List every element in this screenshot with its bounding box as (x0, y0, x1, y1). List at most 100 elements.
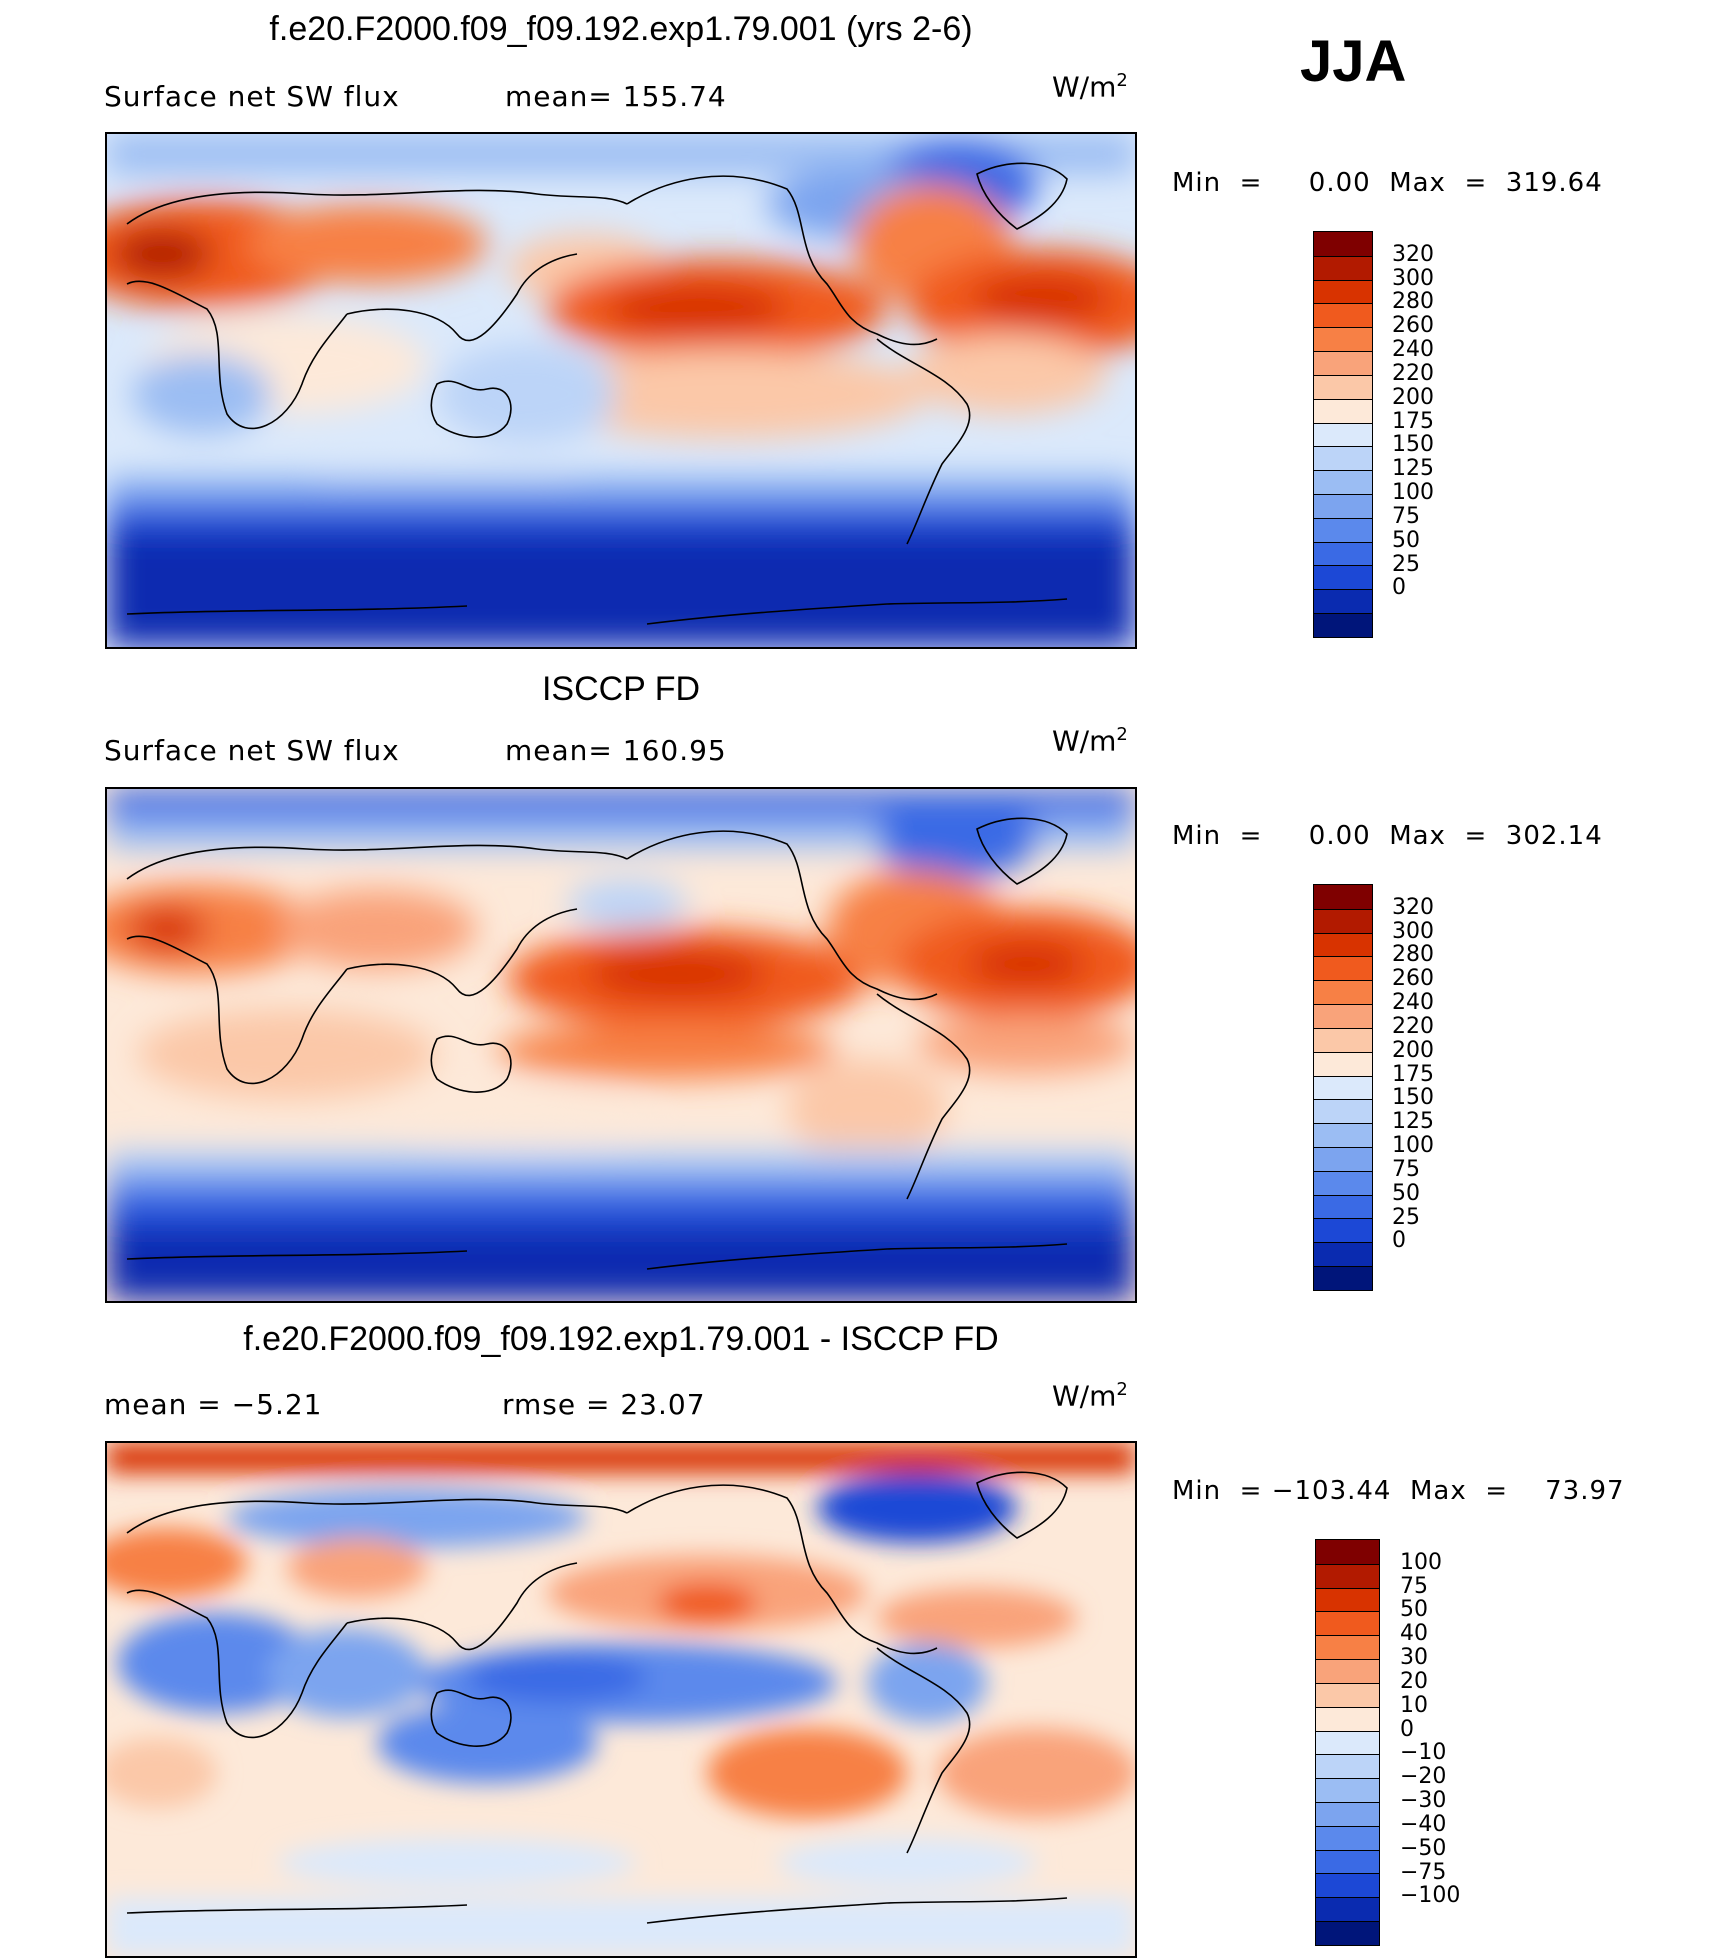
panel1-colorbar-labels: 320 300 280 260 240 220 200 175 150 125 100 75 50 25 0 (1392, 231, 1492, 638)
colorbar-tick-label: 100 (1392, 1133, 1434, 1159)
colorbar-swatch (1314, 980, 1372, 1005)
colorbar-swatch (1314, 1194, 1372, 1219)
panel2-map (105, 787, 1137, 1303)
panel1-map (105, 132, 1137, 649)
panel3-map-svg (107, 1443, 1135, 1956)
colorbar-swatch (1314, 565, 1372, 590)
colorbar-swatch (1316, 1635, 1379, 1660)
colorbar-tick-label: 175 (1392, 408, 1434, 434)
colorbar-tick-label: 50 (1392, 527, 1420, 553)
colorbar-swatch (1314, 493, 1372, 518)
colorbar-tick-label: 0 (1392, 575, 1406, 601)
colorbar-swatch (1314, 255, 1372, 280)
colorbar-swatch (1314, 1123, 1372, 1147)
colorbar-tick-label: 100 (1400, 1549, 1442, 1575)
colorbar-tick-label: −10 (1400, 1740, 1447, 1766)
panel1-mean-label: mean= 155.74 (505, 80, 727, 113)
colorbar-tick-label: 200 (1392, 1037, 1434, 1063)
colorbar-swatch (1316, 1849, 1379, 1874)
colorbar-swatch (1316, 1873, 1379, 1898)
panel3-units-label: W/m2 (1052, 1379, 1128, 1413)
panel3-colorbar-labels: 100 75 50 40 30 20 10 0 −10 −20 −30 −40 −50 −75 −100 (1400, 1539, 1500, 1946)
colorbar-swatch (1316, 1897, 1379, 1921)
colorbar-swatch (1316, 1778, 1379, 1802)
colorbar-swatch (1316, 1825, 1379, 1850)
colorbar-swatch (1314, 398, 1372, 423)
colorbar-tick-label: 125 (1392, 456, 1434, 482)
colorbar-swatch (1314, 1266, 1372, 1290)
colorbar-swatch (1314, 956, 1372, 981)
colorbar-tick-label: 300 (1392, 265, 1434, 291)
panel1-variable-label: Surface net SW flux (104, 80, 400, 113)
panel2-map-svg (107, 789, 1135, 1301)
season-label: JJA (1300, 29, 1407, 94)
colorbar-swatch (1314, 1099, 1372, 1124)
colorbar-tick-label: 25 (1392, 551, 1420, 577)
colorbar-tick-label: 50 (1400, 1597, 1428, 1623)
colorbar-swatch (1316, 1682, 1379, 1707)
colorbar-tick-label: 320 (1392, 241, 1434, 267)
colorbar-tick-label: 75 (1392, 1156, 1420, 1182)
colorbar-tick-label: 320 (1392, 894, 1434, 920)
colorbar-tick-label: 260 (1392, 966, 1434, 992)
colorbar-tick-label: −100 (1400, 1883, 1461, 1909)
colorbar-tick-label: 75 (1400, 1573, 1428, 1599)
panel2-units-label: W/m2 (1052, 724, 1128, 758)
colorbar-tick-label: 220 (1392, 1013, 1434, 1039)
panel3-map (105, 1441, 1137, 1958)
panel2-variable-label: Surface net SW flux (104, 734, 400, 767)
colorbar-swatch (1316, 1730, 1379, 1755)
panel2-title: ISCCP FD (541, 670, 701, 708)
colorbar-swatch (1314, 374, 1372, 399)
colorbar-swatch (1314, 517, 1372, 542)
panel2-coastlines (126, 817, 1068, 1270)
colorbar-tick-label: 300 (1392, 918, 1434, 944)
colorbar-tick-label: 30 (1400, 1645, 1428, 1671)
panel2-colorbar (1313, 884, 1373, 1291)
panel2-colorbar-labels: 320 300 280 260 240 220 200 175 150 125 100 75 50 25 0 (1392, 884, 1492, 1291)
colorbar-swatch (1316, 1921, 1379, 1945)
colorbar-tick-label: 25 (1392, 1204, 1420, 1230)
colorbar-tick-label: −50 (1400, 1835, 1447, 1861)
colorbar-tick-label: 0 (1392, 1228, 1406, 1254)
colorbar-swatch (1316, 1754, 1379, 1779)
colorbar-tick-label: 10 (1400, 1692, 1428, 1718)
colorbar-swatch (1316, 1801, 1379, 1826)
colorbar-tick-label: −75 (1400, 1859, 1447, 1885)
colorbar-tick-label: 280 (1392, 942, 1434, 968)
colorbar-swatch (1314, 1051, 1372, 1076)
colorbar-swatch (1314, 232, 1372, 256)
colorbar-swatch (1316, 1706, 1379, 1731)
panel3-rmse-label: rmse = 23.07 (502, 1388, 706, 1421)
colorbar-swatch (1314, 303, 1372, 328)
colorbar-tick-label: 200 (1392, 384, 1434, 410)
colorbar-tick-label: 100 (1392, 480, 1434, 506)
colorbar-tick-label: 0 (1400, 1716, 1414, 1742)
colorbar-swatch (1316, 1659, 1379, 1683)
panel1-title: f.e20.F2000.f09_f09.192.exp1.79.001 (yrs… (269, 10, 973, 48)
panel1-map-svg (107, 134, 1135, 647)
panel1-coastlines (126, 162, 1068, 625)
colorbar-swatch (1314, 541, 1372, 566)
panel1-units-label: W/m2 (1052, 70, 1128, 104)
colorbar-swatch (1316, 1540, 1379, 1564)
colorbar-swatch (1314, 1004, 1372, 1028)
colorbar-tick-label: 75 (1392, 503, 1420, 529)
colorbar-swatch (1314, 1146, 1372, 1171)
colorbar-swatch (1316, 1563, 1379, 1588)
colorbar-tick-label: 240 (1392, 337, 1434, 363)
colorbar-swatch (1314, 1242, 1372, 1266)
colorbar-swatch (1314, 279, 1372, 304)
colorbar-tick-label: 175 (1392, 1061, 1434, 1087)
colorbar-swatch (1314, 470, 1372, 494)
colorbar-tick-label: 20 (1400, 1668, 1428, 1694)
colorbar-swatch (1314, 327, 1372, 352)
panel1-colorbar (1313, 231, 1373, 638)
colorbar-tick-label: 150 (1392, 1085, 1434, 1111)
colorbar-swatch (1314, 1170, 1372, 1195)
colorbar-swatch (1314, 908, 1372, 933)
panel3-title: f.e20.F2000.f09_f09.192.exp1.79.001 - IS… (243, 1320, 999, 1358)
colorbar-swatch (1316, 1587, 1379, 1612)
colorbar-tick-label: 260 (1392, 313, 1434, 339)
panel3-minmax: Min = −103.44 Max = 73.97 (1172, 1476, 1625, 1506)
